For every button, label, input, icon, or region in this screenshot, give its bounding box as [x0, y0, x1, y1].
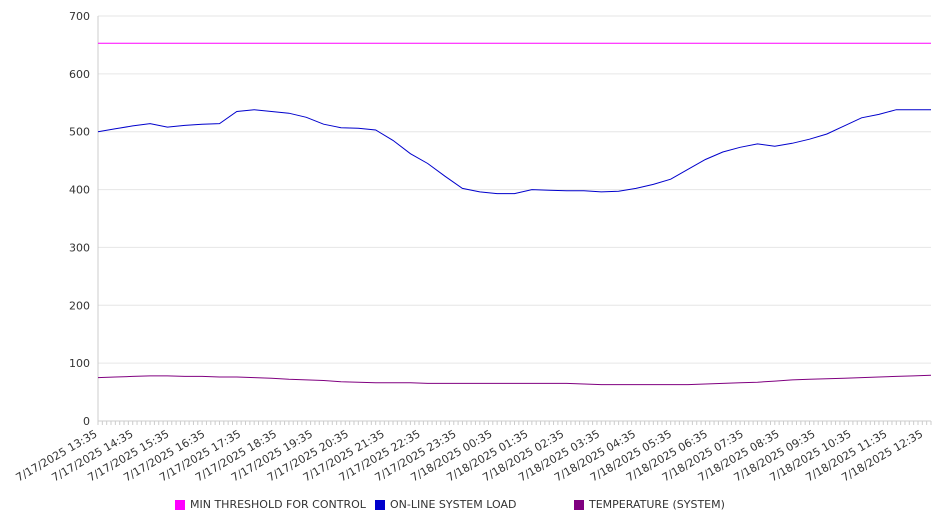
y-tick-label: 200: [69, 299, 90, 312]
legend-swatch-temperature: [574, 499, 584, 510]
y-tick-label: 300: [69, 241, 90, 254]
series-line-temperature-system[interactable]: [97, 374, 932, 386]
x-tick-labels: 7/17/2025 13:357/17/2025 14:357/17/2025 …: [14, 427, 926, 484]
series-lines: [97, 42, 932, 386]
y-tick-label: 400: [69, 184, 90, 197]
y-tick-label: 0: [83, 415, 90, 428]
y-tick-label: 700: [69, 10, 90, 23]
y-tick-label: 100: [69, 357, 90, 370]
legend-label-min-threshold: MIN THRESHOLD FOR CONTROL: [190, 498, 366, 511]
legend-swatch-system-load: [375, 499, 385, 510]
x-minor-ticks: [97, 421, 932, 425]
y-tick-label: 600: [69, 68, 90, 81]
legend-item-system-load[interactable]: ON-LINE SYSTEM LOAD: [375, 498, 516, 511]
series-line-on-line-system-load[interactable]: [97, 109, 931, 195]
legend: MIN THRESHOLD FOR CONTROL ON-LINE SYSTEM…: [0, 498, 946, 514]
grid: [98, 15, 931, 364]
legend-label-temperature: TEMPERATURE (SYSTEM): [589, 498, 725, 511]
legend-label-system-load: ON-LINE SYSTEM LOAD: [390, 498, 517, 511]
y-tick-labels: 0 100 200 300 400 500 600 700: [69, 10, 90, 428]
y-tick-label: 500: [69, 126, 90, 139]
axes: [97, 16, 931, 422]
legend-item-temperature[interactable]: TEMPERATURE (SYSTEM): [574, 498, 725, 511]
legend-swatch-min-threshold: [175, 499, 185, 510]
legend-item-min-threshold[interactable]: MIN THRESHOLD FOR CONTROL: [175, 498, 366, 511]
